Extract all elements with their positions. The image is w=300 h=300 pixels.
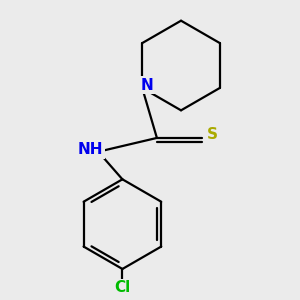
Text: N: N: [141, 78, 154, 93]
Text: Cl: Cl: [114, 280, 130, 296]
Text: NH: NH: [78, 142, 103, 158]
Text: S: S: [207, 127, 218, 142]
